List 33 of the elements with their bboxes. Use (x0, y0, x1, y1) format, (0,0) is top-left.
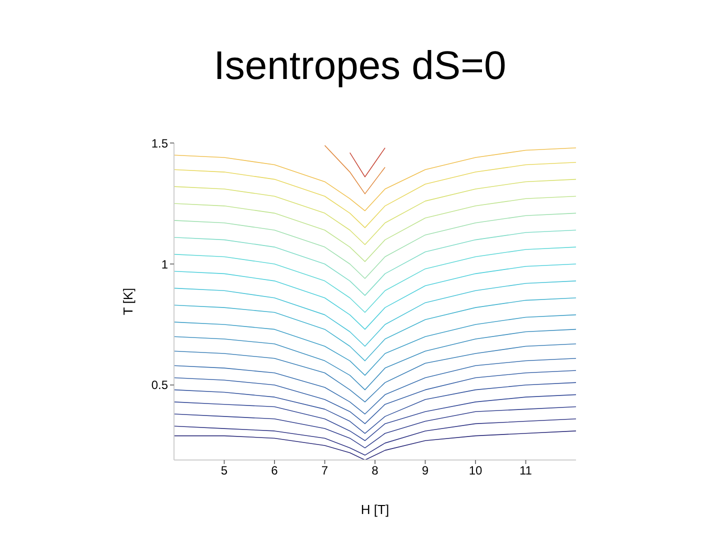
line-series (324, 145, 386, 194)
line-series (174, 394, 576, 442)
line-series (174, 358, 576, 414)
y-axis-title: T [K] (120, 288, 136, 316)
line-series (174, 297, 576, 362)
line-series (174, 147, 576, 212)
line-series (174, 382, 576, 434)
line-series (174, 178, 576, 246)
line-series (174, 212, 576, 279)
x-tick-label: 10 (468, 464, 482, 478)
x-tick-label: 11 (520, 464, 532, 478)
line-series (174, 246, 576, 313)
line-series (174, 264, 576, 330)
y-tick-label: 0.5 (151, 378, 168, 392)
x-axis-title: H [T] (360, 502, 390, 517)
x-tick-label: 7 (321, 464, 328, 478)
chart-title: Isentropes dS=0 (212, 44, 508, 89)
y-tick-label: 1 (161, 257, 168, 272)
line-series (174, 314, 576, 376)
line-series (174, 230, 576, 296)
x-tick-label: 6 (271, 464, 278, 478)
line-series (174, 196, 576, 262)
x-tick-label: 9 (422, 464, 429, 478)
y-tick-label: 1.5 (151, 136, 168, 150)
line-series (174, 418, 576, 456)
line-series (174, 406, 576, 448)
line-series (174, 328, 576, 390)
line-series (174, 280, 576, 347)
x-tick-label: 5 (220, 464, 228, 478)
x-tick-label: 8 (372, 464, 379, 478)
line-series (174, 162, 576, 228)
line-series (174, 343, 576, 402)
line-series (174, 370, 576, 424)
